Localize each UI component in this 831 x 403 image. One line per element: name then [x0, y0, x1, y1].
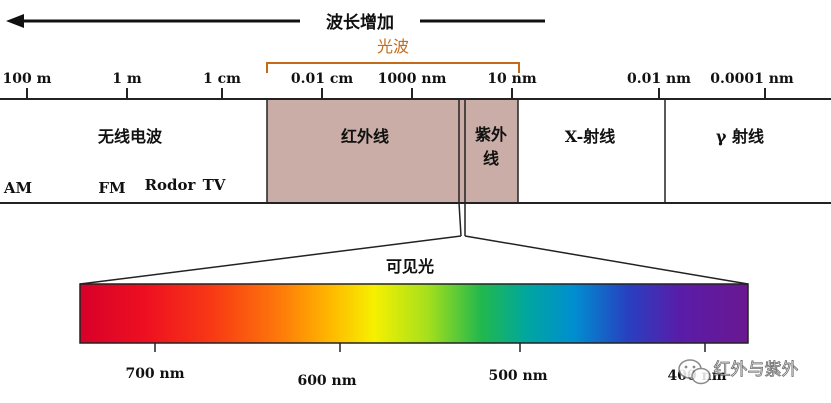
light-band-fill: [267, 99, 518, 203]
band-xray-label: X-射线: [565, 127, 616, 146]
band-gamma-label: γ 射线: [716, 127, 764, 146]
visible-scale: 700 nm 600 nm 500 nm 400 nm: [125, 343, 727, 389]
radio-tv-label: TV: [203, 176, 226, 194]
wavelength-arrow: 波长增加: [6, 12, 545, 33]
wavelength-scale: 100 m 1 m 1 cm 0.01 cm 1000 nm 10 nm 0.0…: [3, 71, 794, 100]
visible-zoom-lines: [79, 202, 749, 285]
scale-label: 100 m: [3, 71, 52, 87]
radio-fm-label: FM: [98, 179, 125, 197]
watermark: 红外与紫外: [678, 359, 799, 385]
scale-label: 1 cm: [203, 71, 241, 87]
band-ultraviolet-label-2: 线: [483, 149, 499, 168]
band-infrared-label: 红外线: [341, 127, 389, 146]
radio-am-label: AM: [3, 179, 32, 197]
arrow-label: 波长增加: [326, 12, 394, 33]
radio-radar-label: Rodor: [145, 176, 197, 194]
visible-tick-label: 700 nm: [125, 366, 184, 382]
visible-light-title: 可见光: [386, 257, 434, 276]
visible-spectrum-bar: [79, 283, 749, 344]
watermark-text: 红外与紫外: [714, 360, 799, 380]
scale-label: 0.01 nm: [627, 71, 691, 87]
visible-tick-label: 500 nm: [488, 368, 547, 384]
band-ultraviolet-label-1: 紫外: [475, 125, 507, 144]
scale-label: 1000 nm: [378, 71, 447, 87]
visible-tick-label: 600 nm: [297, 373, 356, 389]
scale-label: 0.0001 nm: [710, 71, 794, 87]
band-strip: 无线电波 红外线 紫外 线 X-射线 γ 射线 AM FM Rodor TV: [0, 98, 831, 204]
scale-label: 1 m: [112, 71, 142, 87]
scale-label: 10 nm: [487, 71, 537, 87]
light-label: 光波: [377, 37, 409, 56]
wechat-icon: [678, 359, 711, 385]
band-radio-label: 无线电波: [97, 127, 163, 146]
light-bracket: 光波: [266, 37, 520, 73]
scale-label: 0.01 cm: [291, 71, 353, 87]
